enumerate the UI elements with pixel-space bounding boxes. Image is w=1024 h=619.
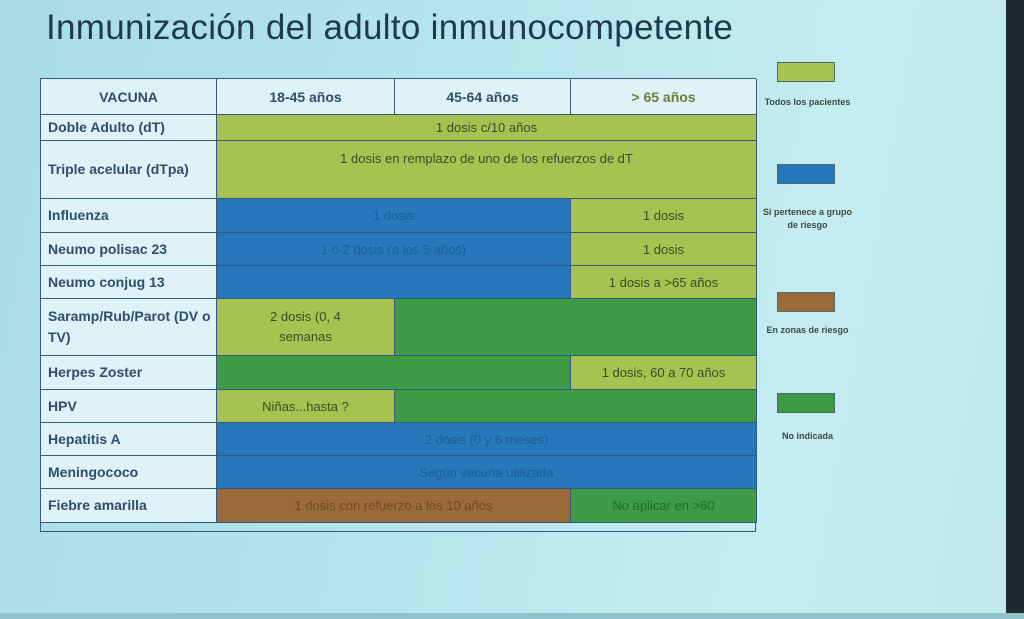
row-label-fiebre-amarilla: Fiebre amarilla	[41, 489, 217, 523]
row-label-meningococo: Meningococo	[41, 456, 217, 489]
cell-fiebre-amarilla-under-65: 1 dosis con refuerzo a los 10 años	[217, 489, 571, 523]
legend-swatch-no-indicada	[777, 393, 835, 413]
row-label-neumo-polisac: Neumo polisac 23	[41, 233, 217, 266]
cell-influenza-over-65: 1 dosis	[571, 199, 757, 233]
legend-label-riesgo: Si pertenece a grupo de riesgo	[762, 207, 853, 230]
cell-saramp-over-45	[395, 299, 757, 356]
row-label-saramp: Saramp/Rub/Parot (DV o TV)	[41, 299, 217, 356]
cell-neumo-conjug-over-65: 1 dosis a >65 años	[571, 266, 757, 299]
screen-bottom-edge	[0, 613, 1024, 619]
row-label-neumo-conjug: Neumo conjug 13	[41, 266, 217, 299]
cell-neumo-polisac-under-65: 1 o 2 dosis (a los 5 años)	[217, 233, 571, 266]
header-45-64: 45-64 años	[395, 79, 571, 115]
row-label-hepatitis-a: Hepatitis A	[41, 423, 217, 456]
screen-bezel	[1006, 0, 1024, 619]
legend-swatch-zonas	[777, 292, 835, 312]
row-label-doble-adulto: Doble Adulto (dT)	[41, 115, 217, 141]
legend-label-zonas: En zonas de riesgo	[766, 325, 849, 335]
legend-swatch-riesgo	[777, 164, 835, 184]
cell-triple-acelular-all: 1 dosis en remplazo de uno de los refuer…	[217, 141, 757, 199]
cell-fiebre-amarilla-over-65: No aplicar en >60	[571, 489, 757, 523]
cell-herpes-zoster-over-65: 1 dosis, 60 a 70 años	[571, 356, 757, 390]
cell-herpes-zoster-under-65	[217, 356, 571, 390]
cell-hpv-over-45	[395, 390, 757, 423]
cell-hepatitis-a-all: 2 dosis (0 y 6 meses)	[217, 423, 757, 456]
header-over-65: > 65 años	[571, 79, 757, 115]
cell-influenza-under-65: 1 dosis	[217, 199, 571, 233]
legend-label-no-indicada: No indicada	[781, 431, 833, 441]
cell-neumo-conjug-under-65	[217, 266, 571, 299]
cell-saramp-18-45: 2 dosis (0, 4 semanas	[217, 299, 395, 356]
legend-swatch-todos	[777, 62, 835, 82]
vaccination-table: VACUNA 18-45 años 45-64 años > 65 años D…	[40, 78, 757, 532]
slide-title: Inmunización del adulto inmunocompetente	[46, 8, 734, 47]
cell-hpv-18-45: Niñas...hasta ?	[217, 390, 395, 423]
row-label-influenza: Influenza	[41, 199, 217, 233]
cell-neumo-polisac-over-65: 1 dosis	[571, 233, 757, 266]
header-18-45: 18-45 años	[217, 79, 395, 115]
row-label-herpes-zoster: Herpes Zoster	[41, 356, 217, 390]
cell-meningococo-all: Según vacuna utilizada	[217, 456, 757, 489]
cell-doble-adulto-all: 1 dosis c/10 años	[217, 115, 757, 141]
legend-label-todos: Todos los pacientes	[764, 97, 851, 107]
row-label-triple-acelular: Triple acelular (dTpa)	[41, 141, 217, 199]
header-vacuna: VACUNA	[41, 79, 217, 115]
row-label-hpv: HPV	[41, 390, 217, 423]
